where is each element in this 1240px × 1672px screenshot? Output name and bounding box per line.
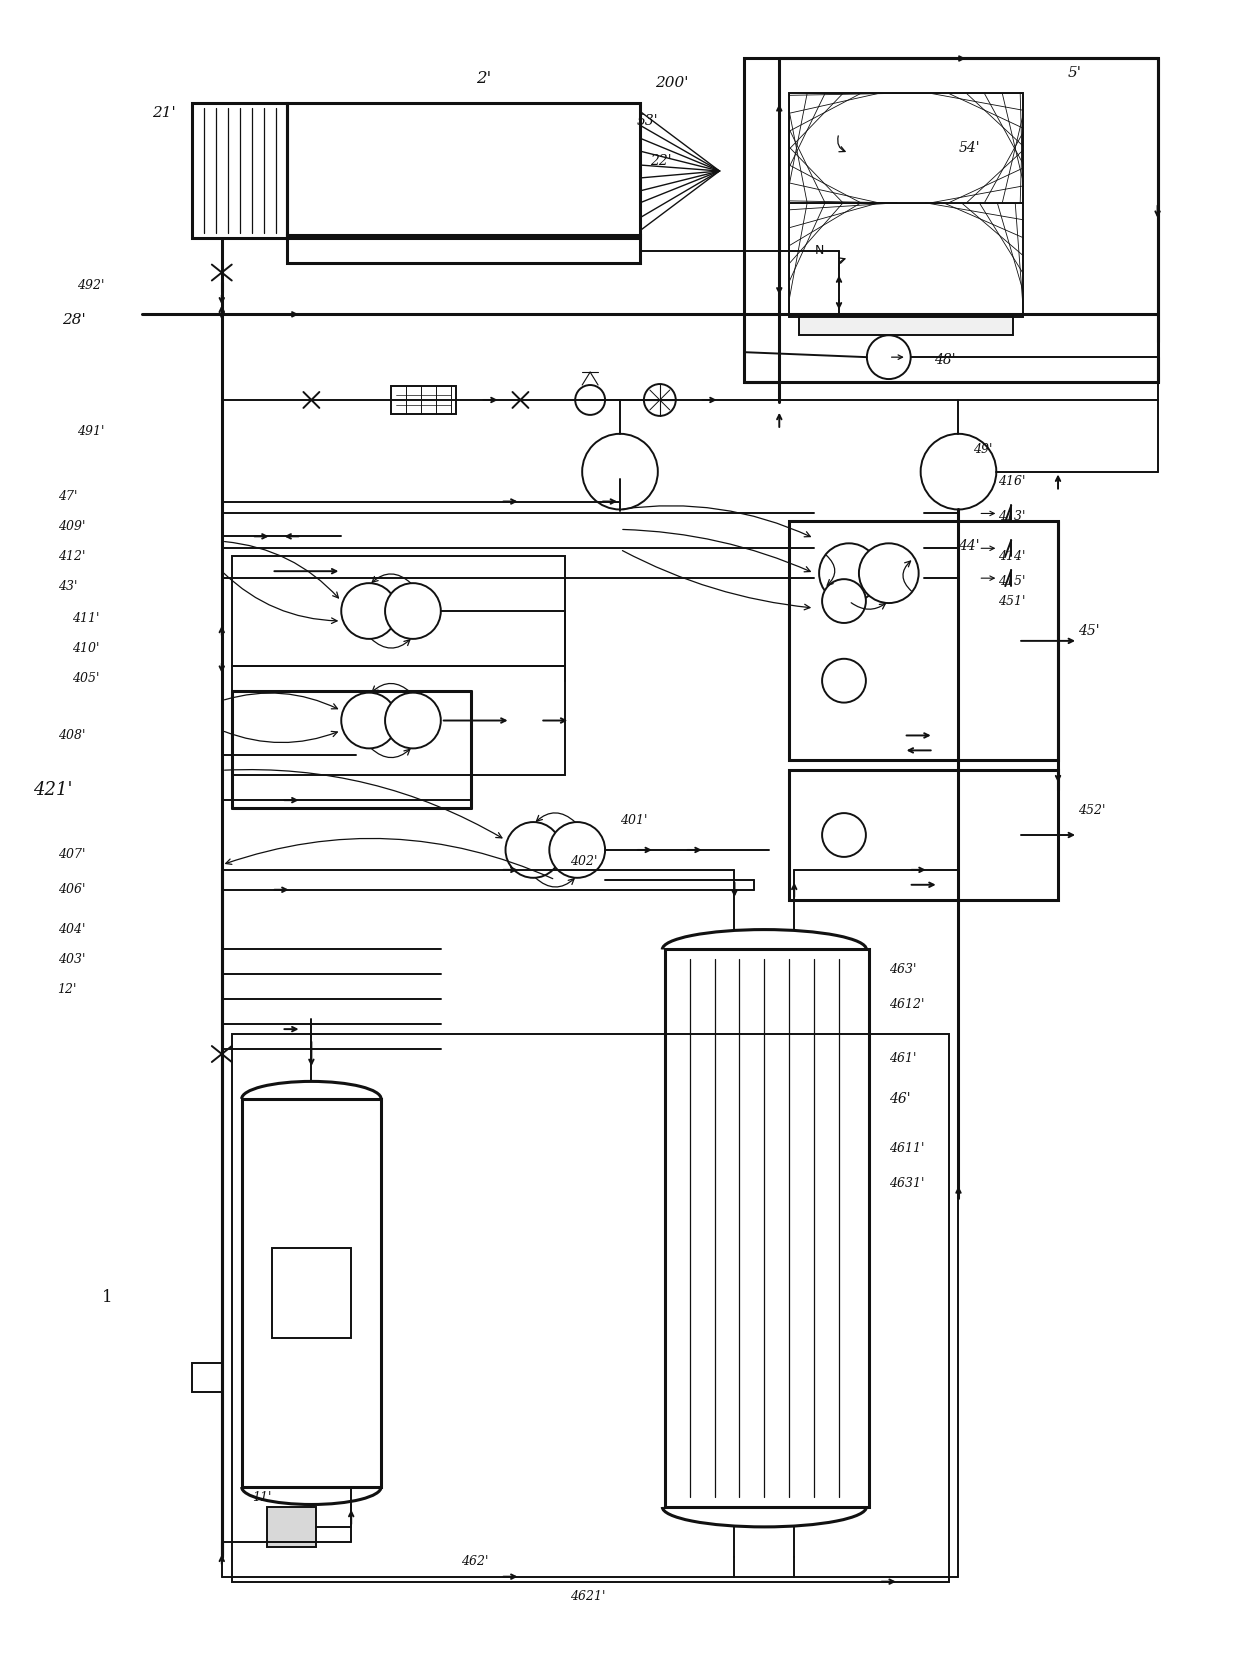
Text: 22': 22' xyxy=(650,154,672,169)
Circle shape xyxy=(582,433,658,510)
Text: 401': 401' xyxy=(620,814,647,826)
Bar xyxy=(232,557,565,665)
Text: 413': 413' xyxy=(998,510,1025,523)
Text: 2': 2' xyxy=(476,70,491,87)
Text: 45': 45' xyxy=(1078,624,1100,639)
Text: 1: 1 xyxy=(103,1289,113,1306)
Text: 48': 48' xyxy=(934,353,955,368)
Text: 416': 416' xyxy=(998,475,1025,488)
Circle shape xyxy=(822,659,866,702)
Bar xyxy=(272,1247,351,1338)
Circle shape xyxy=(341,692,397,749)
Text: 4631': 4631' xyxy=(889,1177,924,1190)
Circle shape xyxy=(867,336,910,380)
Text: 421': 421' xyxy=(32,781,72,799)
Text: 407': 407' xyxy=(57,848,84,861)
Bar xyxy=(286,104,640,237)
Bar xyxy=(744,59,1158,381)
Text: 12': 12' xyxy=(57,983,77,997)
Text: 46': 46' xyxy=(889,1092,910,1105)
Bar xyxy=(232,665,565,776)
Text: 463': 463' xyxy=(889,963,916,976)
Bar xyxy=(789,522,1058,761)
Circle shape xyxy=(859,543,919,604)
Bar xyxy=(232,1033,949,1582)
Circle shape xyxy=(822,579,866,624)
Text: 4612': 4612' xyxy=(889,998,924,1012)
Text: 492': 492' xyxy=(77,279,105,293)
Text: 21': 21' xyxy=(153,107,176,120)
Circle shape xyxy=(506,823,562,878)
Circle shape xyxy=(644,385,676,416)
Text: 411': 411' xyxy=(72,612,100,625)
Circle shape xyxy=(386,692,440,749)
Text: 404': 404' xyxy=(57,923,84,936)
Circle shape xyxy=(549,823,605,878)
Text: 412': 412' xyxy=(57,550,84,563)
Text: 200': 200' xyxy=(655,77,688,90)
Text: 44': 44' xyxy=(959,540,980,553)
Bar xyxy=(391,386,456,415)
Text: 54': 54' xyxy=(959,140,980,155)
Text: 28': 28' xyxy=(62,313,87,328)
Circle shape xyxy=(820,543,879,604)
Text: N: N xyxy=(815,244,823,257)
Text: 4621': 4621' xyxy=(570,1590,605,1603)
Text: 415': 415' xyxy=(998,575,1025,587)
Text: 5': 5' xyxy=(1068,67,1083,80)
Circle shape xyxy=(386,584,440,639)
Text: 4611': 4611' xyxy=(889,1142,924,1155)
Text: 408': 408' xyxy=(57,729,84,742)
Bar xyxy=(192,104,286,237)
Text: 402': 402' xyxy=(570,856,598,868)
Text: 451': 451' xyxy=(998,595,1025,607)
Text: 53': 53' xyxy=(637,114,658,129)
Bar xyxy=(665,950,869,1506)
Text: 462': 462' xyxy=(461,1555,489,1568)
Bar xyxy=(286,234,640,263)
Text: 405': 405' xyxy=(72,672,100,686)
Circle shape xyxy=(920,433,996,510)
Text: 452': 452' xyxy=(1078,804,1105,816)
Bar xyxy=(192,1363,222,1393)
Text: 461': 461' xyxy=(889,1052,916,1065)
Text: 49': 49' xyxy=(973,443,993,456)
Circle shape xyxy=(341,584,397,639)
Circle shape xyxy=(575,385,605,415)
Bar xyxy=(800,318,1013,336)
Text: 410': 410' xyxy=(72,642,100,655)
Bar xyxy=(789,771,1058,900)
Text: 414': 414' xyxy=(998,550,1025,563)
Text: 491': 491' xyxy=(77,425,105,438)
Text: 409': 409' xyxy=(57,520,84,533)
Bar xyxy=(789,94,1023,318)
Text: 406': 406' xyxy=(57,883,84,896)
Bar xyxy=(242,1099,381,1486)
Bar xyxy=(267,1506,316,1547)
Text: 47': 47' xyxy=(57,490,77,503)
Text: 11': 11' xyxy=(252,1490,272,1503)
Text: 403': 403' xyxy=(57,953,84,966)
Circle shape xyxy=(822,813,866,858)
Text: 43': 43' xyxy=(57,580,77,592)
